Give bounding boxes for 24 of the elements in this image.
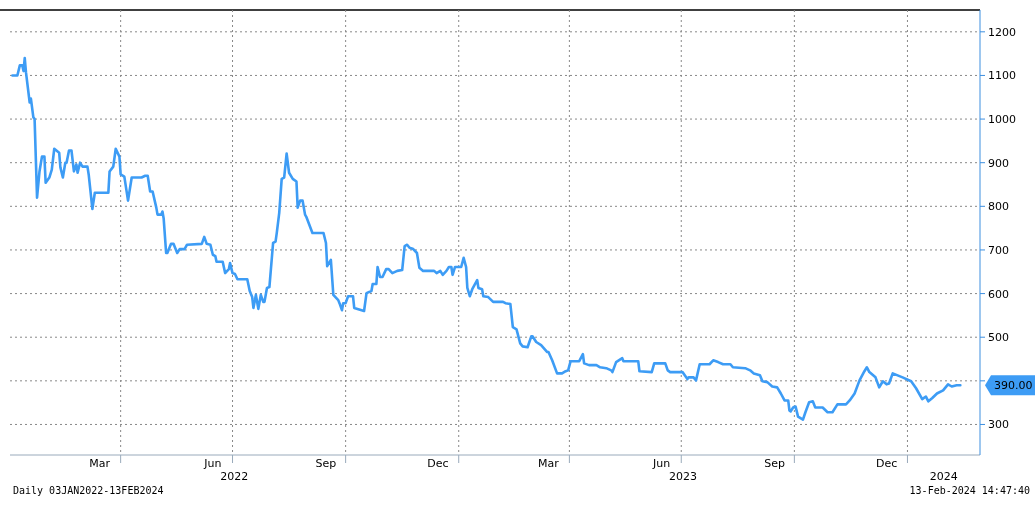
text: Daily 03JAN2022-13FEB2024 <box>13 485 164 496</box>
text: 2022 <box>220 470 249 483</box>
y-tick-label: 900 <box>988 156 1009 170</box>
x-tick-label: Jun <box>203 457 222 470</box>
y-tick-label: 1000 <box>988 113 1016 127</box>
y-tick-label: 800 <box>988 200 1009 214</box>
x-tick-label: Sep <box>764 457 786 470</box>
y-tick-label: 1200 <box>988 25 1016 39</box>
text: 2023 <box>669 470 698 483</box>
x-tick-label: Dec <box>427 457 449 470</box>
x-tick-label: Mar <box>538 457 560 470</box>
x-tick-label: Jun <box>651 457 671 470</box>
text: 390.00 <box>994 379 1033 393</box>
y-tick-label: 600 <box>988 287 1009 301</box>
line-series <box>11 56 962 421</box>
y-tick-label: 700 <box>988 243 1009 257</box>
y-tick-label: 500 <box>988 331 1009 345</box>
text: 13-Feb-2024 14:47:40 <box>909 485 1030 496</box>
y-tick-label: 1100 <box>988 69 1016 83</box>
text: 2024 <box>929 470 958 483</box>
y-tick-label: 300 <box>988 418 1009 432</box>
x-tick-label: Dec <box>875 457 898 470</box>
x-tick-label: Sep <box>315 457 337 470</box>
x-tick-label: Mar <box>89 457 111 470</box>
